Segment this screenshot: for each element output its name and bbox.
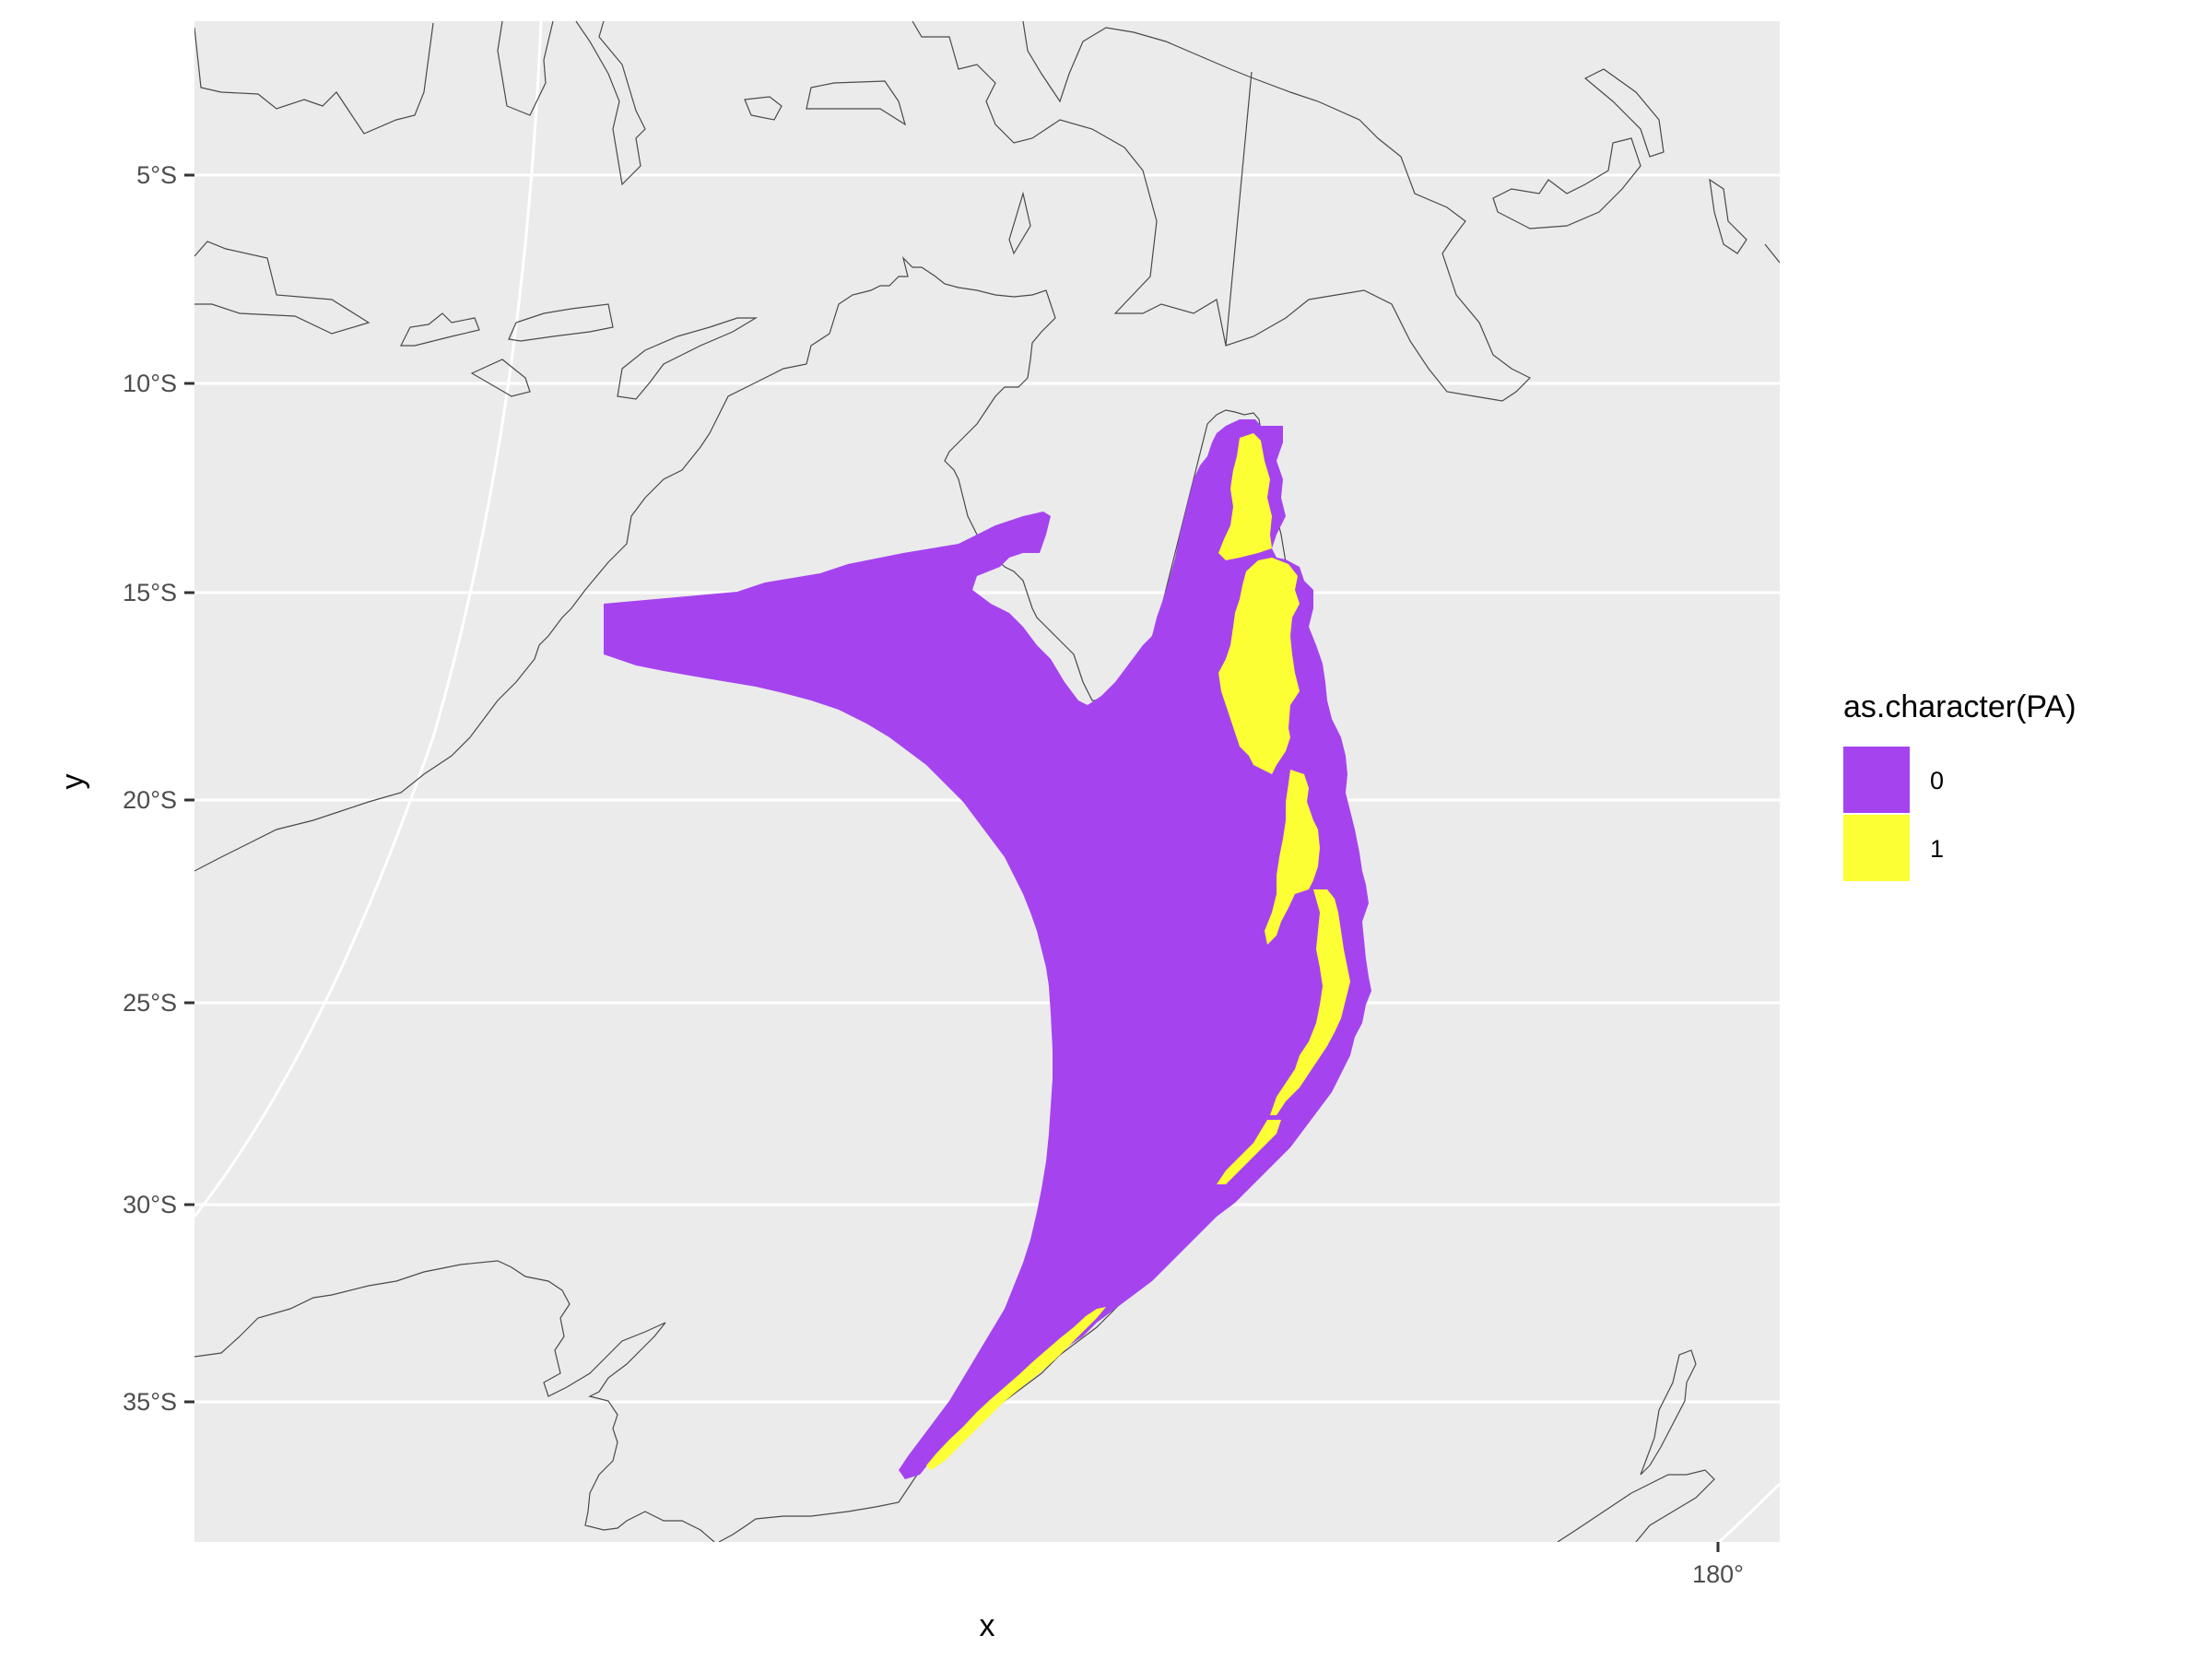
region-absence <box>604 419 1371 1479</box>
x-axis-title: x <box>980 1608 995 1643</box>
y-tick-label: 35°S <box>123 1388 177 1416</box>
y-tick-label: 15°S <box>123 579 177 606</box>
legend-key-1 <box>1843 815 1910 881</box>
legend-key-0 <box>1843 747 1910 813</box>
y-tick-label: 5°S <box>136 161 177 189</box>
grid-lines <box>194 21 1780 1542</box>
y-axis-title: y <box>55 774 90 790</box>
y-tick-labels: 5°S 10°S 15°S 20°S 25°S 30°S 35°S <box>123 161 177 1416</box>
legend-label-1: 1 <box>1930 835 1944 863</box>
y-tick-label: 20°S <box>123 786 177 814</box>
legend-label-0: 0 <box>1930 767 1944 794</box>
y-tick-label: 30°S <box>123 1191 177 1218</box>
y-tick-label: 25°S <box>123 989 177 1017</box>
coastlines <box>194 21 1780 1542</box>
y-tick-label: 10°S <box>123 370 177 397</box>
legend-title: as.character(PA) <box>1843 689 2077 724</box>
region-presence <box>926 433 1350 1470</box>
x-tick-label: 180° <box>1692 1560 1744 1588</box>
legend: as.character(PA) 0 1 <box>1843 689 2077 881</box>
y-axis <box>184 173 194 1404</box>
